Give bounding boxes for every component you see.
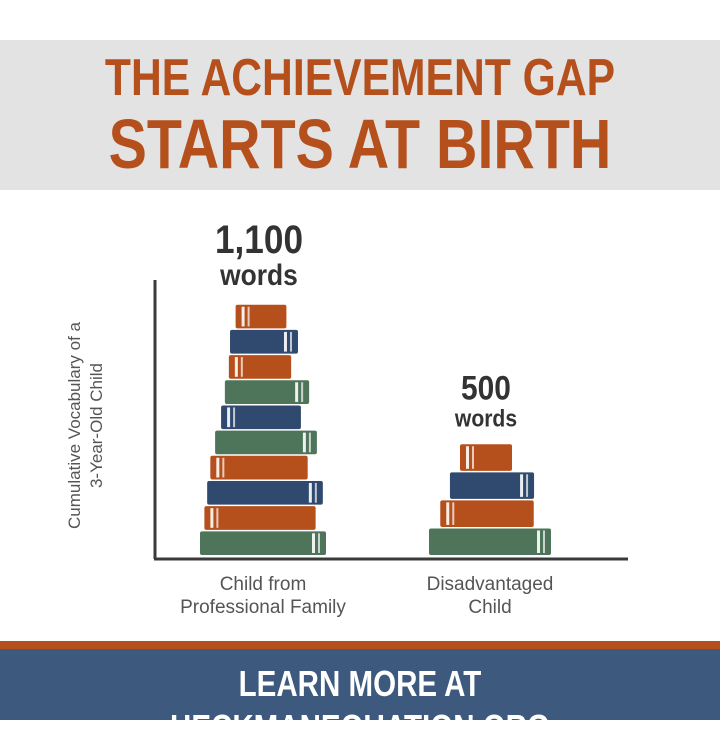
book [221, 405, 301, 430]
book-page-edge [222, 457, 225, 478]
book-page-edge [318, 533, 320, 553]
book [230, 329, 298, 354]
x-tick-label: Child from Professional Family [180, 574, 346, 618]
book [449, 472, 535, 499]
book-page-edge [216, 508, 219, 528]
footer-link[interactable]: LEARN MORE AT HECKMANEQUATION.ORG [170, 663, 550, 748]
book-page-edge [314, 482, 317, 503]
book [228, 355, 292, 379]
book-page-edge [537, 530, 540, 553]
book-page-edge [446, 502, 450, 525]
book-page-edge [472, 446, 474, 469]
book [210, 455, 308, 480]
book-page-edge [466, 446, 469, 469]
book-page-edge [302, 432, 306, 453]
book-page-edge [295, 382, 299, 402]
page-title-line-2: STARTS AT BIRTH [108, 105, 612, 183]
book-page-edge [241, 306, 245, 327]
book-page-edge [240, 357, 243, 377]
data-label-unit: words [454, 406, 517, 433]
data-label-unit: words [219, 258, 298, 292]
book-page-edge [301, 382, 304, 402]
book-page-edge [234, 357, 238, 377]
book-page-edge [216, 457, 220, 478]
book [200, 531, 326, 555]
book-page-edge [526, 474, 529, 497]
footer-stripe [0, 641, 720, 649]
vocabulary-chart: Cumulative Vocabulary of a 3-Year-Old Chi… [65, 217, 628, 618]
header-band [0, 40, 720, 190]
book [224, 380, 310, 404]
book-page-edge [308, 482, 312, 503]
book-page-edge [289, 331, 292, 352]
bar-book-stack [429, 444, 551, 555]
y-axis-label: Cumulative Vocabulary of a 3-Year-Old Chi… [65, 321, 106, 528]
book-page-edge [452, 502, 455, 525]
x-tick-label: Disadvantaged Child [427, 574, 554, 618]
book-page-edge [247, 306, 250, 327]
book-page-edge [543, 530, 545, 553]
book [440, 500, 534, 527]
book [429, 528, 551, 555]
book-page-edge [308, 432, 311, 453]
data-label-value: 1,100 [215, 217, 303, 262]
page-title-line-1: THE ACHIEVEMENT GAP [104, 49, 616, 107]
book-page-edge [233, 407, 236, 428]
book [204, 506, 316, 530]
book-page-edge [283, 331, 287, 352]
footer-band [0, 649, 720, 720]
book-page-edge [227, 407, 231, 428]
book [215, 430, 317, 455]
book-page-edge [312, 533, 315, 553]
bar-book-stack [200, 304, 326, 555]
book-page-edge [520, 474, 524, 497]
data-label-value: 500 [461, 369, 511, 407]
book-page-edge [210, 508, 214, 528]
book [207, 480, 323, 505]
